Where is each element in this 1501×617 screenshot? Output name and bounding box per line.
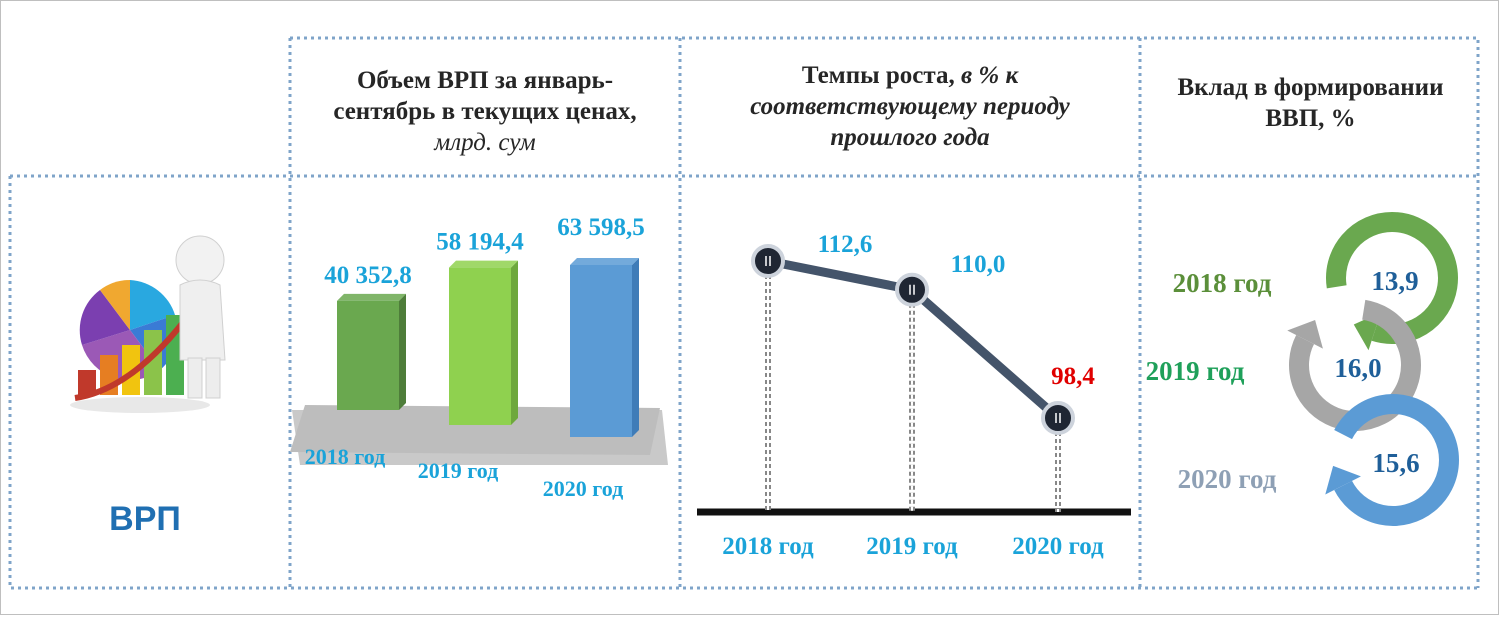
header-volume-unit: млрд. сум (434, 129, 536, 156)
line-point-3 (1041, 401, 1075, 435)
row-label: ВРП (109, 500, 181, 538)
person-icon (175, 235, 226, 399)
header-volume-line1: Объем ВРП за январь- (356, 67, 614, 94)
line-point-1 (751, 244, 785, 278)
contribution-value-2: 16,0 (1334, 353, 1381, 383)
bar-category-label-3: 2020 год (543, 476, 623, 501)
contribution-year-label-2: 2019 год (1146, 356, 1245, 386)
bar-value-label-1: 40 352,8 (324, 262, 412, 289)
header-growth-line2: соответствующему периоду (750, 93, 1070, 120)
line-category-label-2: 2019 год (866, 533, 958, 560)
header-growth-italic: в % к (960, 62, 1019, 89)
contribution-value-1: 13,9 (1371, 266, 1418, 296)
illustration (70, 235, 226, 413)
header-contribution: Вклад в формировании ВВП, % (1148, 72, 1473, 134)
bar-2 (449, 267, 511, 425)
bar-top-1 (337, 293, 406, 301)
bar-value-label-3: 63 598,5 (557, 214, 645, 241)
line-point-2 (895, 272, 929, 307)
bar-side-3 (632, 258, 639, 437)
arrow-icon (74, 318, 188, 401)
header-growth-line3: прошлого года (830, 124, 990, 151)
header-growth-bold: Темпы роста, (801, 62, 955, 89)
contribution-arrowhead-2 (1287, 319, 1323, 349)
bar-side-1 (399, 293, 406, 410)
contribution-arrowhead-3 (1325, 465, 1361, 495)
line-category-label-1: 2018 год (722, 533, 814, 560)
bar-side-2 (511, 260, 518, 425)
header-volume-line2: сентябрь в текущих ценах, (333, 98, 637, 125)
line-category-label-3: 2020 год (1012, 533, 1104, 560)
contribution-ring-3 (1334, 394, 1459, 526)
contribution-ring-1 (1326, 212, 1458, 344)
bar-3 (570, 265, 632, 437)
header-contribution-line1: Вклад в формировании (1177, 74, 1444, 101)
bar-category-label-2: 2019 год (418, 458, 498, 483)
bar-floor-shadow (290, 405, 660, 455)
line-value-label-2: 110,0 (951, 251, 1006, 278)
bar-top-2 (449, 260, 518, 268)
header-contribution-line2: ВВП, % (1265, 105, 1356, 132)
bar-value-label-2: 58 194,4 (436, 229, 524, 256)
header-growth: Темпы роста, в % к соответствующему пери… (690, 60, 1130, 153)
bar-category-label-1: 2018 год (305, 444, 385, 469)
line-value-label-1: 112,6 (818, 231, 873, 258)
contribution-year-label-3: 2020 год (1178, 464, 1277, 494)
contribution-year-label-1: 2018 год (1173, 268, 1272, 298)
header-volume: Объем ВРП за январь- сентябрь в текущих … (295, 65, 675, 158)
contribution-value-3: 15,6 (1372, 448, 1419, 478)
line-value-label-3: 98,4 (1051, 363, 1095, 390)
bar-1 (337, 300, 399, 410)
bar-top-3 (570, 258, 639, 265)
